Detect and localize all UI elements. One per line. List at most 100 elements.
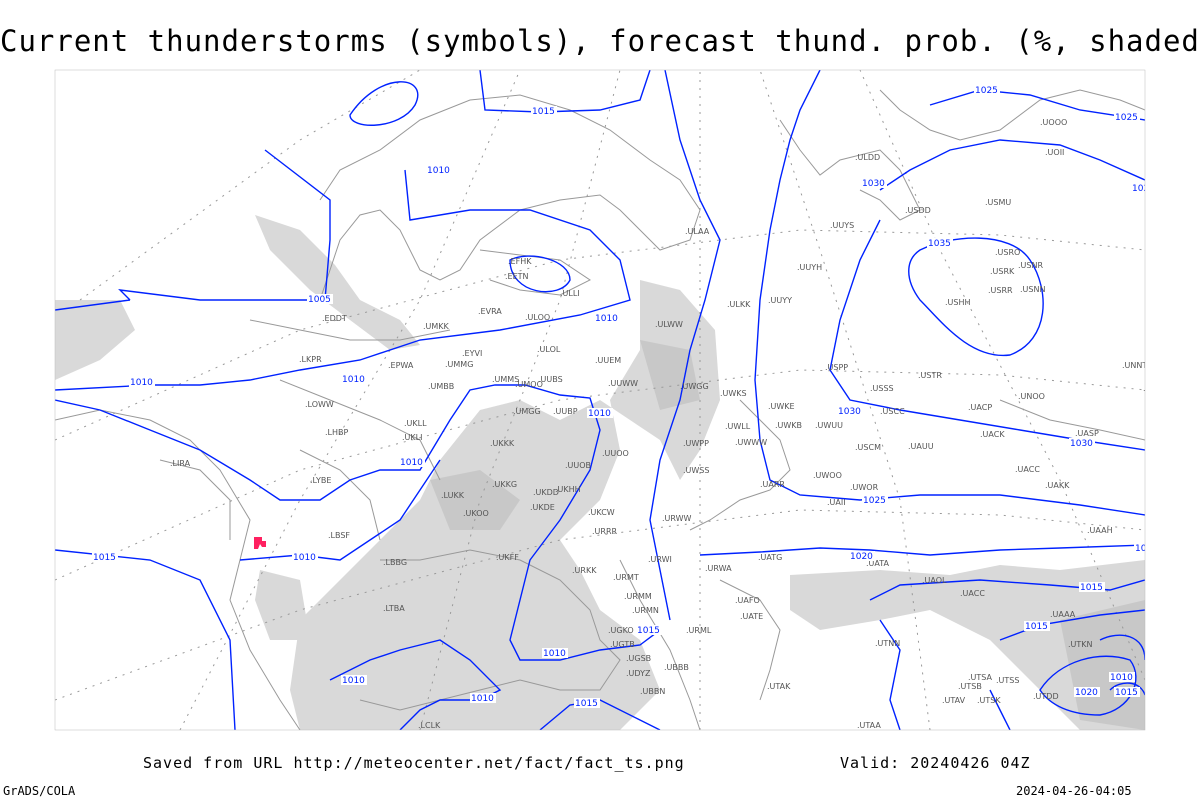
station-label: .EYVI: [462, 349, 482, 358]
station-label: .UNOO: [1018, 392, 1045, 401]
station-label: .ULOO: [525, 313, 550, 322]
station-label: .UGSB: [626, 654, 651, 663]
station-label: .URKK: [572, 566, 597, 575]
station-label: .USRR: [988, 286, 1013, 295]
station-label: .USNN: [1020, 285, 1045, 294]
station-label: .UTSB: [958, 682, 982, 691]
station-label: .USNR: [1018, 261, 1043, 270]
station-label: .UMMS: [492, 375, 519, 384]
station-label: .LYBE: [310, 476, 331, 485]
isobar-label: 1030: [1070, 439, 1093, 449]
isobar-label: 1025: [1115, 113, 1138, 123]
station-label: .UKDD: [533, 488, 559, 497]
station-label: .UACK: [980, 430, 1005, 439]
station-label: .USTR: [918, 371, 942, 380]
station-label: .UUBS: [538, 375, 563, 384]
station-label: .UACC: [1015, 465, 1040, 474]
station-label: .USMU: [985, 198, 1011, 207]
station-label: .UUBP: [553, 407, 578, 416]
station-label: .ULAA: [685, 227, 710, 236]
station-label: .UASP: [1075, 429, 1099, 438]
station-label: .USSS: [870, 384, 894, 393]
station-label: .USRO: [995, 248, 1020, 257]
station-label: .URWI: [648, 555, 672, 564]
station-label: .UWOR: [850, 483, 879, 492]
station-label: .LOWW: [305, 400, 334, 409]
station-label: .UMBB: [428, 382, 454, 391]
station-label: .UMGG: [513, 407, 541, 416]
station-label: .URMT: [613, 573, 639, 582]
station-label: .UUYH: [797, 263, 822, 272]
station-label: .UOII: [1045, 148, 1064, 157]
station-label: .LHBP: [325, 428, 349, 437]
station-label: .UKHH: [555, 485, 581, 494]
station-label: .UAAA: [1050, 610, 1076, 619]
station-label: .UUEM: [595, 356, 621, 365]
station-label: .USCC: [880, 407, 905, 416]
station-label: .URMM: [624, 592, 652, 601]
station-label: .LUKK: [441, 491, 465, 500]
station-label: .UTNN: [875, 639, 900, 648]
station-label: .UOOO: [1040, 118, 1067, 127]
saved-from-url: Saved from URL http://meteocenter.net/fa…: [143, 754, 685, 772]
station-label: .UTAA: [857, 721, 881, 730]
isobar-label: 1010: [400, 458, 423, 468]
software-credit: GrADS/COLA: [3, 784, 76, 798]
station-label: .ULOL: [537, 345, 561, 354]
station-label: .UACP: [968, 403, 992, 412]
station-label: .ULLI: [560, 289, 580, 298]
valid-time: Valid: 20240426 04Z: [840, 754, 1031, 772]
station-label: .UUOB: [565, 461, 591, 470]
isobar-label: 1010: [595, 314, 618, 324]
station-label: .ULDD: [855, 153, 880, 162]
station-label: .EFHK: [508, 257, 532, 266]
station-label: .UKCW: [588, 508, 615, 517]
isobar-label: 1010: [130, 378, 153, 388]
station-label: .UGKO: [608, 626, 634, 635]
isobar-label: 1020: [1075, 688, 1098, 698]
station-label: .UUYS: [830, 221, 854, 230]
station-label: .UARR: [760, 480, 785, 489]
isobar-label: 102: [1132, 184, 1149, 194]
station-label: .UTDD: [1033, 692, 1059, 701]
lat-lon-grid: [55, 70, 1145, 730]
station-label: .LTBA: [383, 604, 405, 613]
station-label: .UBBN: [640, 687, 665, 696]
station-label: .UWKE: [768, 402, 795, 411]
station-label: .USDD: [905, 206, 931, 215]
map-title: Current thunderstorms (symbols), forecas…: [0, 24, 1200, 58]
isobar-label: 1035: [928, 239, 951, 249]
station-label: .UAKK: [1045, 481, 1070, 490]
station-label: .UGTB: [610, 640, 635, 649]
station-label: .UWPP: [683, 439, 709, 448]
station-label: .UMOO: [515, 380, 543, 389]
station-label: .LBSF: [328, 531, 350, 540]
station-label: .UTSS: [996, 676, 1019, 685]
station-label: .USRK: [990, 267, 1015, 276]
station-label: .UTAK: [767, 682, 791, 691]
station-label: .UKLL: [404, 419, 427, 428]
isobars: [55, 70, 1145, 730]
station-label: .UWKB: [775, 421, 802, 430]
station-label: .UKKG: [492, 480, 517, 489]
isobar-label: 1015: [637, 626, 660, 636]
station-label: .UWWW: [735, 438, 767, 447]
station-label: .UUWW: [608, 379, 638, 388]
station-label: .UWUU: [815, 421, 843, 430]
station-label: .USCM: [855, 443, 881, 452]
station-label: .LIRA: [170, 459, 191, 468]
isobar-label: 1030: [838, 407, 861, 417]
station-label: .URWA: [705, 564, 732, 573]
station-label: .UAFO: [735, 596, 760, 605]
isobar-label: 1015: [1115, 688, 1138, 698]
station-label: .UTAV: [942, 696, 966, 705]
station-label: .UWSS: [683, 466, 709, 475]
station-label: .URMN: [632, 606, 659, 615]
station-label: .UNBB: [1143, 384, 1168, 393]
isobar-label: 1025: [975, 86, 998, 96]
isobar-label: 1015: [575, 699, 598, 709]
isobar-label: 1015: [93, 553, 116, 563]
thunderstorm-symbol: [254, 537, 266, 549]
station-label: .UNNT: [1122, 361, 1147, 370]
station-label: .UAOL: [922, 576, 947, 585]
